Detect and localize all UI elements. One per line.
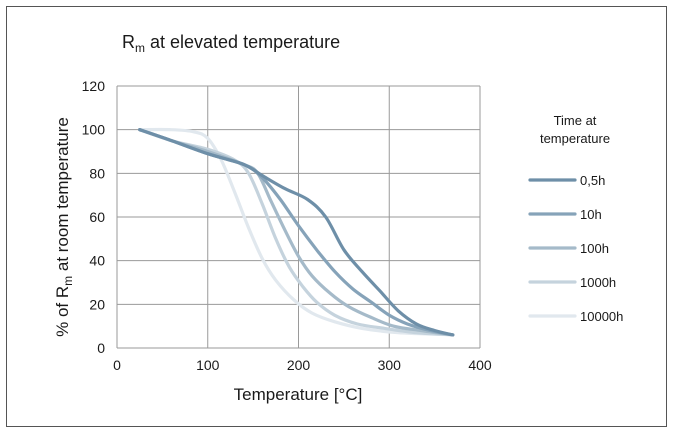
series-line-1000h (138, 128, 455, 337)
series-lines (138, 127, 455, 337)
legend-label-0-5h: 0,5h (580, 173, 605, 188)
legend-label-1000h: 1000h (580, 275, 616, 290)
series-line-100h (138, 128, 455, 337)
y-axis-title: % of Rm at room temperature (53, 117, 75, 337)
y-tick-label: 100 (82, 122, 106, 138)
y-tick-label: 80 (89, 165, 105, 181)
x-tick-label: 200 (287, 357, 311, 373)
legend-label-10h: 10h (580, 207, 602, 222)
y-tick-label: 0 (97, 340, 105, 356)
x-tick-label: 300 (378, 357, 402, 373)
x-axis-title: Temperature [°C] (234, 385, 363, 404)
y-tick-label: 120 (82, 78, 106, 94)
y-tick-label: 20 (89, 296, 105, 312)
tick-labels: 0 20 40 60 80 100 120 0 100 200 300 400 (82, 78, 492, 373)
chart-title: Rm at elevated temperature (122, 32, 340, 55)
y-tick-label: 60 (89, 209, 105, 225)
legend-label-100h: 100h (580, 241, 609, 256)
grid (116, 85, 481, 349)
legend: Time at temperature 0,5h 10h 100h 1000h 1000… (528, 113, 623, 324)
legend-label-10000h: 10000h (580, 309, 623, 324)
x-tick-label: 400 (468, 357, 492, 373)
series-line-10000h (138, 127, 455, 337)
x-tick-label: 0 (113, 357, 121, 373)
y-tick-label: 40 (89, 253, 105, 269)
legend-title-line-1: Time at (554, 113, 597, 128)
x-tick-label: 100 (196, 357, 220, 373)
legend-title-line-2: temperature (540, 131, 610, 146)
series-line-0-5h (138, 128, 455, 337)
